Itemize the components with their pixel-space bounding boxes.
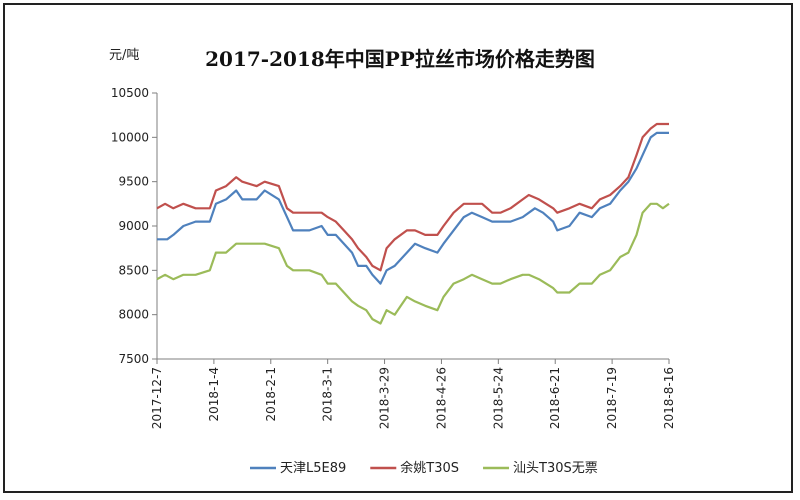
y-tick-label: 7500 [118, 352, 149, 366]
x-tick-label: 2018-7-19 [605, 367, 619, 429]
x-tick-label: 2018-4-26 [434, 367, 448, 429]
y-unit-label: 元/吨 [109, 48, 139, 63]
series-layer [156, 122, 670, 325]
series-line-1 [157, 131, 669, 285]
line-chart: 元/吨 2017-2018年中国PP拉丝市场价格走势图 7500 8000 8500… [109, 47, 676, 476]
x-tick-label: 2018-6-21 [548, 367, 562, 429]
y-tick-label: 10000 [111, 130, 149, 144]
series-line-2 [156, 122, 669, 272]
legend-label-3: 汕头T30S无票 [513, 461, 598, 476]
y-tick-label: 8000 [118, 308, 149, 322]
x-tick-label: 2018-8-16 [662, 367, 676, 429]
y-tick-label: 8500 [118, 263, 149, 277]
chart-title: 2017-2018年中国PP拉丝市场价格走势图 [205, 47, 595, 71]
y-tick-label: 9000 [118, 219, 149, 233]
chart-frame: 元/吨 2017-2018年中国PP拉丝市场价格走势图 7500 8000 8500… [3, 3, 793, 493]
legend-label-1: 天津L5E89 [280, 461, 346, 476]
y-tick-label: 9500 [118, 175, 149, 189]
y-tick-label: 10500 [111, 86, 149, 100]
x-tick-label: 2018-3-29 [378, 367, 392, 429]
x-tick-label: 2018-5-24 [491, 367, 505, 429]
x-tick-label: 2017-12-7 [150, 367, 164, 429]
legend: 天津L5E89 余姚T30S 汕头T30S无票 [250, 460, 598, 476]
x-tick-label: 2018-2-1 [264, 367, 278, 421]
series-line-3 [156, 202, 670, 325]
x-tick-label: 2018-1-4 [207, 367, 221, 421]
x-tick-label: 2018-3-1 [321, 367, 335, 421]
axes: 7500 8000 8500 9000 9500 10000 10500 2017-12-7 2… [111, 86, 676, 429]
legend-label-2: 余姚T30S [400, 460, 459, 476]
